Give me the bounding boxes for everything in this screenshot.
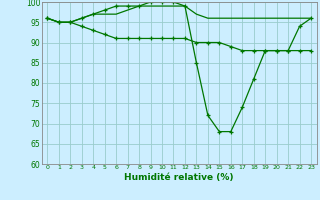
X-axis label: Humidité relative (%): Humidité relative (%) (124, 173, 234, 182)
